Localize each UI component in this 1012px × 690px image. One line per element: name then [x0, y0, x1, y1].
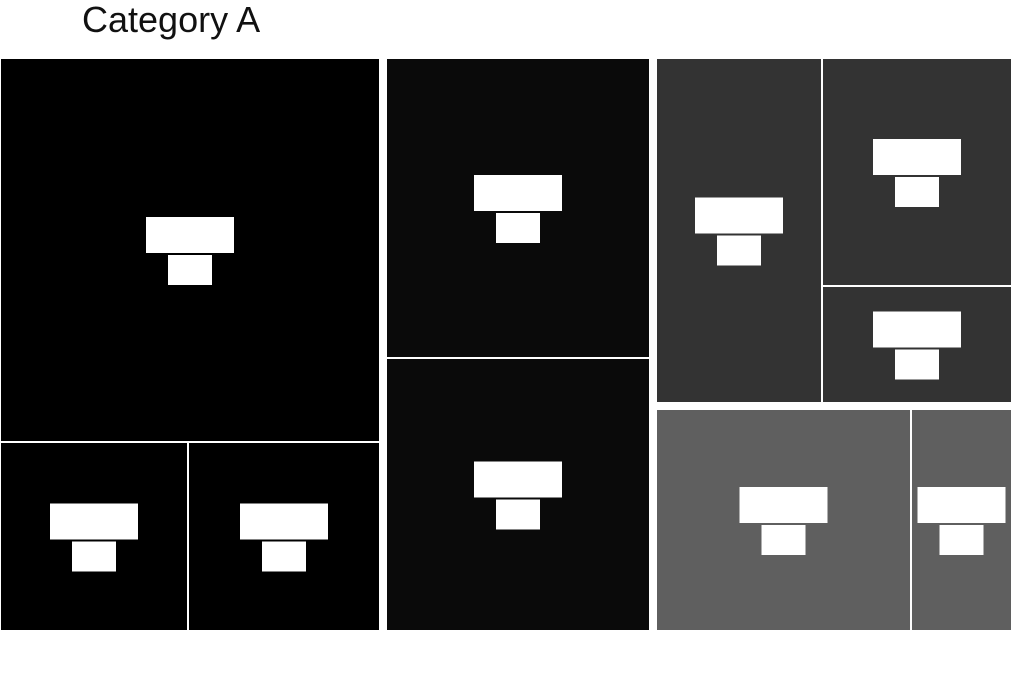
- treemap-label-mask: [474, 175, 562, 211]
- treemap-label-mask: [146, 217, 234, 253]
- treemap-value-mask: [496, 499, 540, 530]
- treemap-value-mask: [262, 541, 306, 572]
- treemap-label-mask: [873, 311, 961, 348]
- treemap-label-mask: [739, 487, 828, 523]
- treemap-value-mask: [717, 235, 761, 266]
- treemap-cells-layer: [0, 57, 1012, 632]
- treemap-label-mask: [695, 197, 783, 234]
- treemap-labels-layer: [50, 139, 1006, 572]
- treemap-value-mask: [895, 349, 939, 380]
- treemap-value-mask: [761, 525, 806, 555]
- treemap-value-mask: [168, 255, 212, 285]
- treemap-label-mask: [873, 139, 961, 175]
- treemap-value-mask: [895, 177, 939, 207]
- treemap-value-mask: [939, 525, 984, 555]
- chart-title: Category A: [82, 0, 261, 40]
- treemap-value-mask: [72, 541, 116, 572]
- treemap-label-mask: [474, 461, 562, 498]
- treemap-value-mask: [496, 213, 540, 243]
- treemap-label-mask: [917, 487, 1006, 523]
- treemap-label-mask: [50, 503, 138, 540]
- treemap-label-mask: [240, 503, 328, 540]
